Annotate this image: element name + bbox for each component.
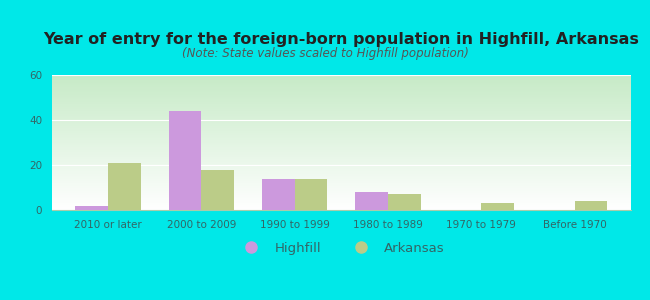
Bar xyxy=(356,192,388,210)
Text: (Note: State values scaled to Highfill population): (Note: State values scaled to Highfill p… xyxy=(181,46,469,59)
Bar xyxy=(388,194,421,210)
Legend: Highfill, Arkansas: Highfill, Arkansas xyxy=(232,236,450,260)
Bar xyxy=(108,163,140,210)
Bar xyxy=(575,201,607,210)
Title: Year of entry for the foreign-born population in Highfill, Arkansas: Year of entry for the foreign-born popul… xyxy=(44,32,639,47)
Bar xyxy=(168,111,202,210)
Bar xyxy=(481,203,514,210)
Bar xyxy=(202,169,234,210)
Bar xyxy=(262,178,294,210)
Bar xyxy=(294,178,327,210)
Bar xyxy=(75,206,108,210)
